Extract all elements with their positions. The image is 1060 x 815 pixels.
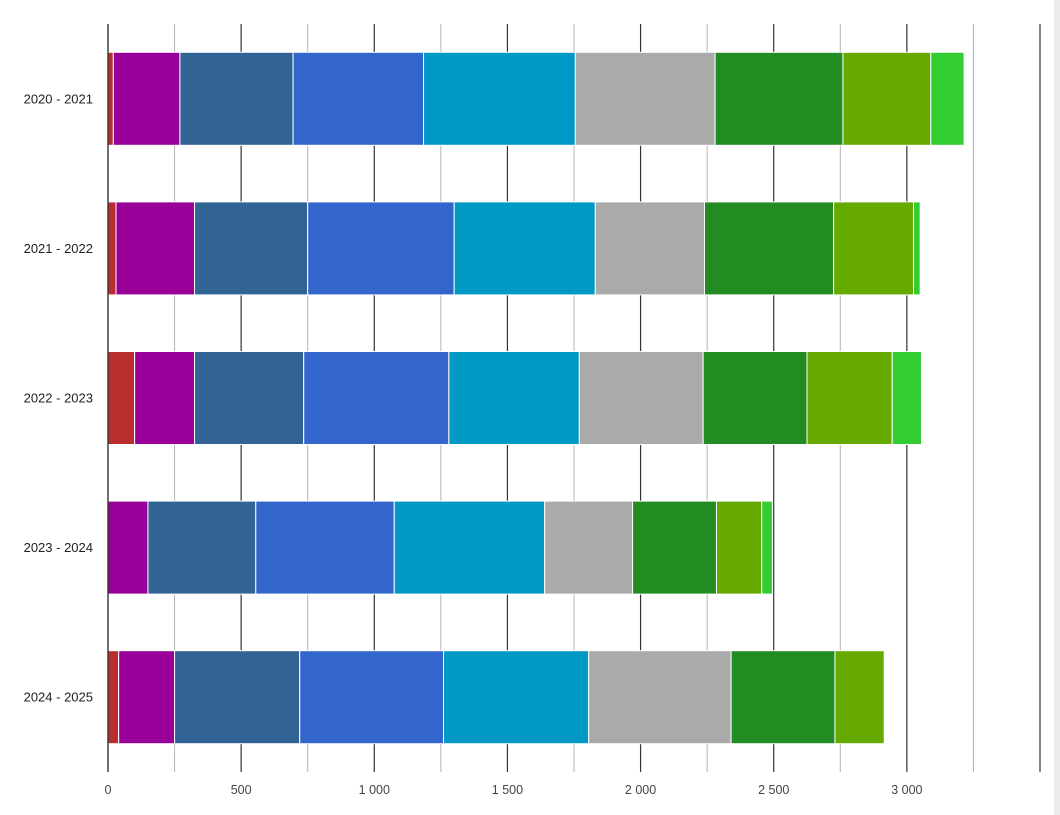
bar-segment — [913, 201, 921, 296]
bar-segment — [174, 650, 301, 745]
bar-segment — [107, 51, 114, 146]
x-tick-label: 0 — [105, 783, 112, 797]
category-label: 2020 - 2021 — [24, 91, 93, 106]
x-tick-label: 1 500 — [492, 783, 523, 797]
bar-segment — [443, 650, 590, 745]
scroll-edge — [1054, 0, 1060, 815]
bar-segment — [134, 351, 196, 445]
bar-segment — [292, 51, 425, 146]
x-tick-label: 3 000 — [891, 783, 922, 797]
bar-segment — [730, 650, 836, 745]
bar-segment — [806, 351, 893, 445]
category-label: 2024 - 2025 — [24, 690, 93, 705]
bar-segment — [842, 51, 932, 146]
bar-segment — [761, 500, 773, 595]
bar-segment — [715, 500, 763, 595]
bar-segment — [930, 51, 965, 146]
x-tick-label: 500 — [231, 783, 252, 797]
bar-segment — [112, 51, 181, 146]
bar-segment — [194, 201, 309, 296]
bar-segment — [107, 351, 136, 445]
bar-segment — [588, 650, 732, 745]
category-label: 2021 - 2022 — [24, 241, 93, 256]
bar-segment — [194, 351, 305, 445]
bar-segment — [307, 201, 455, 296]
bar-segment — [303, 351, 450, 445]
bar-segment — [115, 201, 196, 296]
bar-segment — [574, 51, 716, 146]
bar-segment — [833, 201, 915, 296]
x-tick-label: 1 000 — [359, 783, 390, 797]
bar-segment — [423, 51, 576, 146]
bar-segment — [118, 650, 176, 745]
bar-segment — [714, 51, 844, 146]
bar-segment — [578, 351, 704, 445]
category-label: 2023 - 2024 — [24, 540, 93, 555]
bar-segment — [107, 650, 120, 745]
bar-segment — [632, 500, 717, 595]
bar-segment — [107, 500, 149, 595]
bar-segment — [834, 650, 885, 745]
bar-segment — [594, 201, 705, 296]
bar-segment — [703, 201, 835, 296]
axes: 2020 - 2021 2021 - 2022 2022 - 2023 2023 - … — [24, 24, 923, 797]
bar-segment — [107, 201, 117, 296]
bar-segment — [544, 500, 634, 595]
bar-segment — [448, 351, 580, 445]
bar-segment — [255, 500, 395, 595]
bar-segment — [299, 650, 445, 745]
bar-segment — [393, 500, 546, 595]
bar-segment — [147, 500, 257, 595]
bars — [107, 51, 965, 745]
x-tick-label: 2 500 — [758, 783, 789, 797]
bar-segment — [179, 51, 294, 146]
bar-segment — [702, 351, 808, 445]
bar-segment — [453, 201, 596, 296]
category-label: 2022 - 2023 — [24, 391, 93, 406]
bar-segment — [891, 351, 923, 445]
x-tick-label: 2 000 — [625, 783, 656, 797]
